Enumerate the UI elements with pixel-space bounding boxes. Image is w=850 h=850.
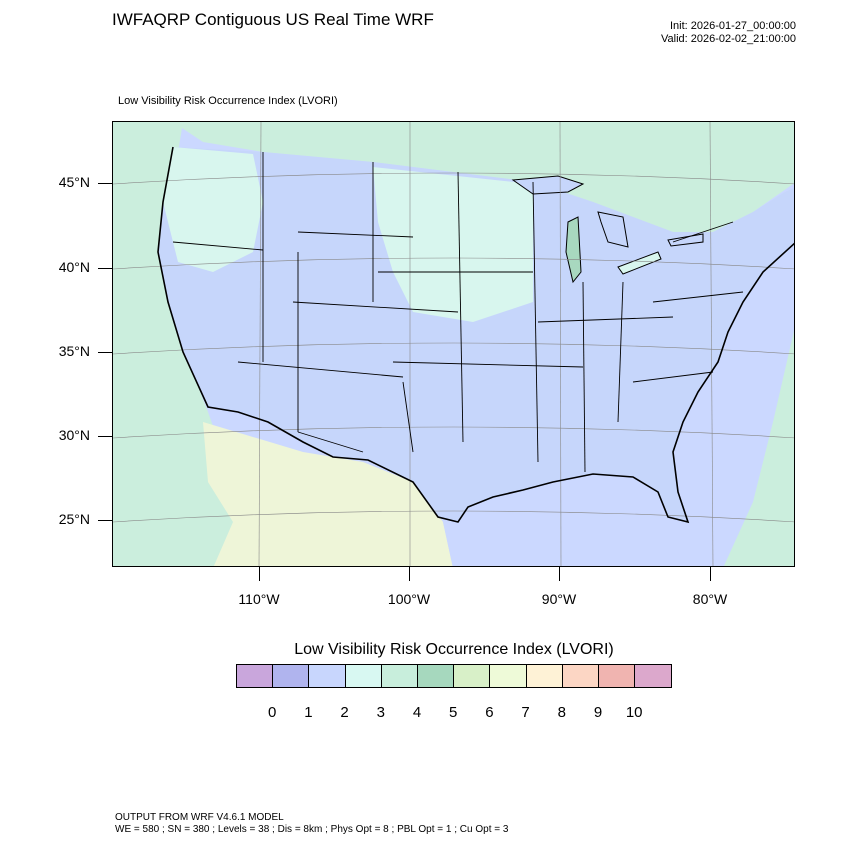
colorbar-label: 5 [449, 704, 458, 721]
colorbar-cell [598, 665, 636, 687]
colorbar-cell [417, 665, 455, 687]
colorbar-title: Low Visibility Risk Occurrence Index (LV… [294, 641, 614, 658]
lat-label: 35°N [58, 343, 90, 359]
lon-label: 110°W [238, 591, 280, 607]
colorbar-cell [237, 665, 274, 687]
lake-michigan [565, 216, 582, 284]
lat-tick [98, 352, 112, 353]
mexico-terrain [203, 422, 453, 566]
map-subtitle: Low Visibility Risk Occurrence Index (LV… [118, 95, 338, 107]
canada-terrain [173, 122, 794, 232]
colorbar-cell [309, 665, 346, 687]
colorbar-cell [381, 665, 418, 687]
colorbar-cell [345, 665, 382, 687]
lat-label: 25°N [58, 511, 90, 527]
colorbar-cell [562, 665, 599, 687]
lake-huron [597, 211, 629, 248]
time-info: Init: 2026-01-27_00:00:00 Valid: 2026-02… [661, 20, 796, 46]
lon-label: 100°W [387, 591, 431, 607]
lon-tick [409, 567, 410, 581]
lat-label: 45°N [58, 174, 90, 190]
lat-tick [98, 183, 112, 184]
northern-plains-field [373, 167, 533, 322]
us-landmass [158, 147, 794, 522]
colorbar-label: 10 [625, 704, 643, 721]
colorbar [236, 664, 673, 688]
map-panel [112, 121, 795, 567]
colorbar-cell [490, 665, 527, 687]
colorbar-label: 0 [268, 704, 277, 721]
map-canvas [113, 122, 794, 566]
state-boundaries [172, 152, 744, 473]
colorbar-cell [526, 665, 563, 687]
lake-erie [617, 251, 662, 275]
colorbar-label: 7 [521, 704, 530, 721]
lon-label: 80°W [692, 591, 728, 607]
valid-time: Valid: 2026-02-02_21:00:00 [661, 33, 796, 45]
colorbar-cell [635, 665, 672, 687]
model-info: OUTPUT FROM WRF V4.6.1 MODEL WE = 580 ; … [115, 812, 508, 836]
lon-label: 90°W [541, 591, 577, 607]
graticule [113, 122, 794, 566]
northwest-field [163, 147, 263, 272]
lon-tick [559, 567, 560, 581]
colorbar-label: 3 [376, 704, 385, 721]
lat-tick [98, 268, 112, 269]
lat-tick [98, 520, 112, 521]
colorbar-label: 8 [557, 704, 566, 721]
colorbar-label: 6 [485, 704, 494, 721]
plot-title: IWFAQRP Contiguous US Real Time WRF [112, 10, 434, 29]
atlantic-terrain [723, 330, 794, 566]
model-config: WE = 580 ; SN = 380 ; Levels = 38 ; Dis … [115, 824, 509, 835]
colorbar-cell [273, 665, 310, 687]
lake-superior [511, 175, 585, 195]
colorbar-label: 1 [304, 704, 313, 721]
lon-tick [259, 567, 260, 581]
lat-label: 30°N [58, 427, 90, 443]
lon-tick [710, 567, 711, 581]
lat-tick [98, 436, 112, 437]
colorbar-label: 2 [340, 704, 349, 721]
lat-label: 40°N [58, 259, 90, 275]
colorbar-cell [454, 665, 491, 687]
colorbar-label: 4 [412, 704, 422, 721]
coastline [157, 146, 794, 524]
model-version: OUTPUT FROM WRF V4.6.1 MODEL [115, 812, 284, 823]
colorbar-label: 9 [593, 704, 603, 721]
gulf-water [443, 472, 723, 566]
init-time: Init: 2026-01-27_00:00:00 [670, 20, 796, 32]
